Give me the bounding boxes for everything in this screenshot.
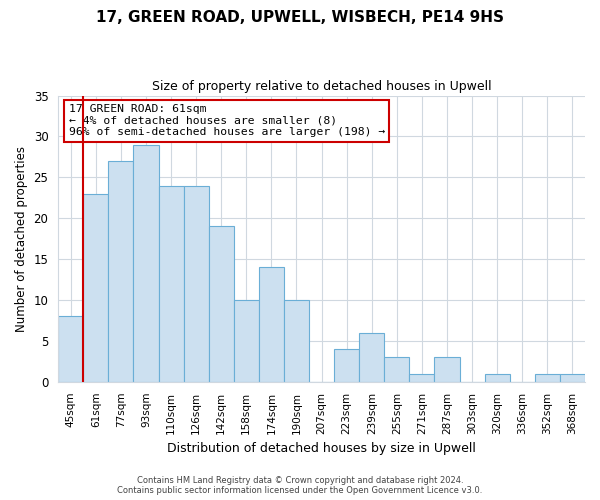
Bar [259,268,284,382]
Bar [409,374,434,382]
Bar [209,226,234,382]
Bar [133,144,158,382]
Text: 17, GREEN ROAD, UPWELL, WISBECH, PE14 9HS: 17, GREEN ROAD, UPWELL, WISBECH, PE14 9H… [96,10,504,25]
Y-axis label: Number of detached properties: Number of detached properties [15,146,28,332]
Bar [83,194,109,382]
X-axis label: Distribution of detached houses by size in Upwell: Distribution of detached houses by size … [167,442,476,455]
Bar [234,300,259,382]
Bar [109,161,133,382]
Bar [58,316,83,382]
Title: Size of property relative to detached houses in Upwell: Size of property relative to detached ho… [152,80,491,93]
Bar [485,374,510,382]
Text: Contains HM Land Registry data © Crown copyright and database right 2024.
Contai: Contains HM Land Registry data © Crown c… [118,476,482,495]
Bar [359,332,384,382]
Bar [184,186,209,382]
Bar [334,349,359,382]
Bar [434,358,460,382]
Text: 17 GREEN ROAD: 61sqm
← 4% of detached houses are smaller (8)
96% of semi-detache: 17 GREEN ROAD: 61sqm ← 4% of detached ho… [68,104,385,138]
Bar [284,300,309,382]
Bar [158,186,184,382]
Bar [535,374,560,382]
Bar [560,374,585,382]
Bar [384,358,409,382]
